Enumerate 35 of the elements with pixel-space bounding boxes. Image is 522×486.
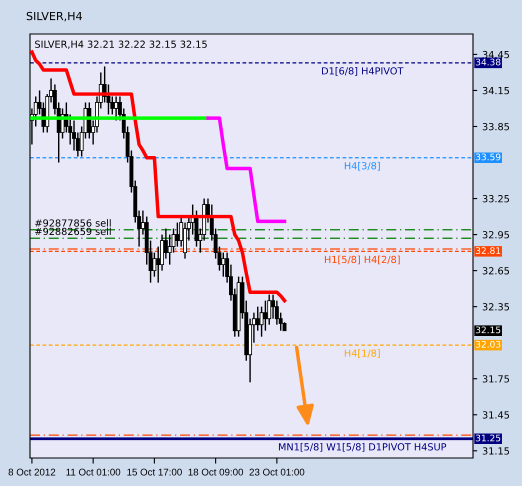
ref-line-label: 31.25 (476, 434, 500, 442)
annotation: MN1[5/8] W1[5/8] D1PIVOT H4SUP (278, 442, 446, 452)
ref-line-label: 34.38 (476, 58, 500, 66)
annotation: #92882659 sell (35, 228, 111, 236)
y-tick-label: 31.15 (482, 447, 510, 455)
line-series (206, 116, 286, 224)
annotation: H4[1/8] (344, 349, 380, 358)
text: SILVER,H4 32.21 32.22 32.15 32.15 (35, 40, 207, 49)
y-tick-label: 32.95 (482, 231, 510, 238)
y-tick-label: 34.15 (482, 86, 510, 94)
text: 32.15 (476, 326, 500, 334)
annotation: H4[3/8] (344, 162, 380, 171)
chart-subtitle: SILVER,H4 (26, 12, 82, 22)
ref-line-label: 32.03 (476, 340, 500, 348)
y-tick-label: 31.75 (482, 375, 510, 383)
x-tick-label: 8 Oct 2012 (8, 468, 56, 476)
x-tick-label: 23 Oct 01:00 (250, 468, 304, 476)
x-tick-label: 11 Oct 01:00 (66, 468, 120, 476)
candlestick (221, 252, 226, 278)
candlestick (175, 222, 180, 248)
annotation: H1[5/8] H4[2/8] (324, 256, 400, 264)
y-tick-label: 31.45 (482, 411, 510, 419)
ref-line-label: 33.59 (476, 154, 500, 160)
ref-line-label: 32.81 (476, 247, 500, 254)
y-tick-label: 32.65 (482, 267, 510, 274)
x-tick-label: 15 Oct 17:00 (127, 468, 182, 476)
y-tick-label: 33.25 (482, 195, 510, 202)
annotation: #92877856 sell (35, 219, 111, 227)
y-tick-label: 33.85 (482, 122, 510, 130)
line-series (30, 50, 286, 302)
candlestick (263, 300, 268, 332)
x-tick-label: 18 Oct 09:00 (188, 468, 244, 476)
y-tick-label: 32.35 (482, 303, 510, 310)
annotation: D1[6/8] H4PIVOT (322, 67, 404, 76)
candlestick (114, 96, 118, 122)
